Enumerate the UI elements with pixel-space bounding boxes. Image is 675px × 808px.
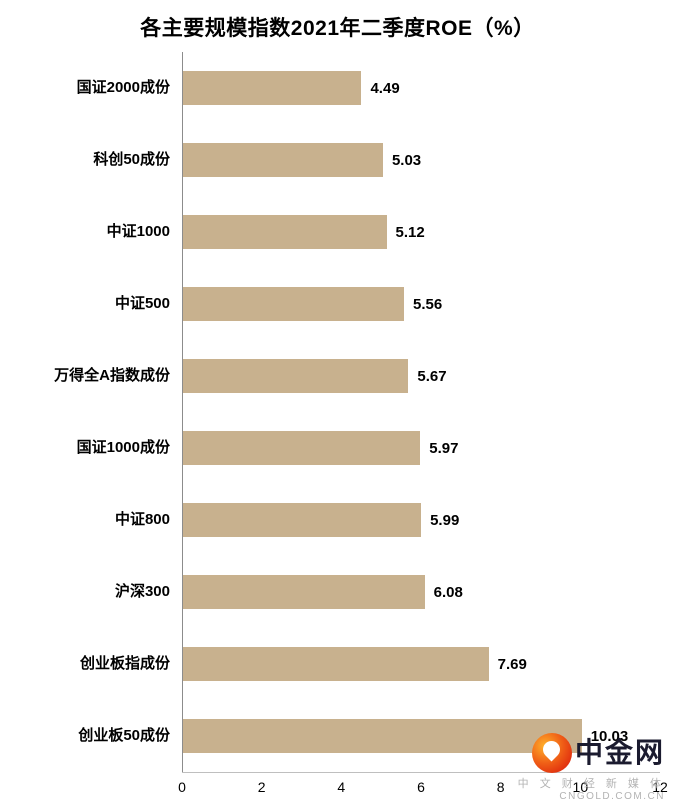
bar xyxy=(183,719,582,753)
category-label: 中证800 xyxy=(114,511,170,529)
x-tick-label: 10 xyxy=(572,779,589,795)
plot-area: 国证2000成份 4.49 科创50成份 5.03 中证1000 5.12 中证500 5.5… xyxy=(12,52,660,772)
bar-track: 5.56 xyxy=(182,268,660,340)
bar xyxy=(183,143,383,177)
bar-row: 中证500 5.56 xyxy=(12,268,660,340)
x-tick-label: 8 xyxy=(496,779,505,795)
category-label: 国证1000成份 xyxy=(76,439,170,457)
chart-title: 各主要规模指数2021年二季度ROE（%） xyxy=(140,17,535,40)
bar-row: 国证1000成份 5.97 xyxy=(12,412,660,484)
category-label: 创业板50成份 xyxy=(78,727,170,745)
value-label: 5.12 xyxy=(395,223,425,241)
x-tick-label: 6 xyxy=(417,779,425,795)
bar-track: 5.12 xyxy=(182,196,660,268)
brand-domain: CNGOLD.COM.CN xyxy=(559,791,665,802)
bar xyxy=(183,71,362,105)
bar xyxy=(183,647,489,681)
value-label: 5.97 xyxy=(429,439,459,457)
bar-track: 5.67 xyxy=(182,340,660,412)
bar-row: 创业板50成份 10.03 xyxy=(12,700,660,772)
value-label: 10.03 xyxy=(590,727,629,745)
value-label: 5.99 xyxy=(430,511,460,529)
bar-chart: 国证2000成份 4.49 科创50成份 5.03 中证1000 5.12 中证500 5.5… xyxy=(12,52,668,802)
bar-row: 中证800 5.99 xyxy=(12,484,660,556)
bar-track: 10.03 xyxy=(182,700,660,772)
bar-row: 国证2000成份 4.49 xyxy=(12,52,660,124)
bar-track: 7.69 xyxy=(182,628,660,700)
bar-row: 沪深300 6.08 xyxy=(12,556,660,628)
brand-watermark: 中金网 中 文 财 经 新 媒 体 CNGOLD.COM.CN xyxy=(518,733,665,802)
x-axis: 0 2 4 6 8 10 12 xyxy=(12,772,668,801)
x-axis-spacer xyxy=(12,772,182,801)
bar-row: 科创50成份 5.03 xyxy=(12,124,660,196)
x-tick-label: 0 xyxy=(178,779,186,795)
bar xyxy=(183,287,404,321)
bar xyxy=(183,215,387,249)
category-label: 国证2000成份 xyxy=(76,79,170,97)
bar-row: 中证1000 5.12 xyxy=(12,196,660,268)
cngold-logo-icon xyxy=(531,733,572,773)
value-label: 5.56 xyxy=(413,295,443,313)
bar-track: 5.99 xyxy=(182,484,660,556)
x-tick-label: 4 xyxy=(337,779,346,795)
category-label: 沪深300 xyxy=(114,583,170,601)
x-tick-label: 12 xyxy=(652,779,668,795)
category-label: 中证1000 xyxy=(106,223,170,241)
x-axis-ticks: 0 2 4 6 8 10 12 xyxy=(178,772,668,801)
brand-row: 中金网 xyxy=(518,733,665,773)
bar-row: 万得全A指数成份 5.67 xyxy=(12,340,660,412)
bar-track: 4.49 xyxy=(182,52,660,124)
value-label: 7.69 xyxy=(497,655,527,673)
x-tick-label: 2 xyxy=(257,779,266,795)
value-label: 5.67 xyxy=(417,367,447,385)
category-label: 创业板指成份 xyxy=(79,655,170,673)
category-label: 万得全A指数成份 xyxy=(54,367,170,385)
bar-track: 5.03 xyxy=(182,124,660,196)
category-label: 中证500 xyxy=(114,295,170,313)
bar-track: 6.08 xyxy=(182,556,660,628)
value-label: 5.03 xyxy=(391,151,422,169)
value-label: 4.49 xyxy=(370,79,400,97)
bar xyxy=(183,575,425,609)
value-label: 6.08 xyxy=(433,583,463,601)
bar xyxy=(183,359,409,393)
bar xyxy=(183,503,422,537)
bar-row: 创业板指成份 7.69 xyxy=(12,628,660,700)
bar xyxy=(183,431,421,465)
category-label: 科创50成份 xyxy=(93,151,170,169)
brand-name: 中金网 xyxy=(574,737,665,768)
bar-track: 5.97 xyxy=(182,412,660,484)
brand-tagline: 中 文 财 经 新 媒 体 xyxy=(517,778,665,790)
